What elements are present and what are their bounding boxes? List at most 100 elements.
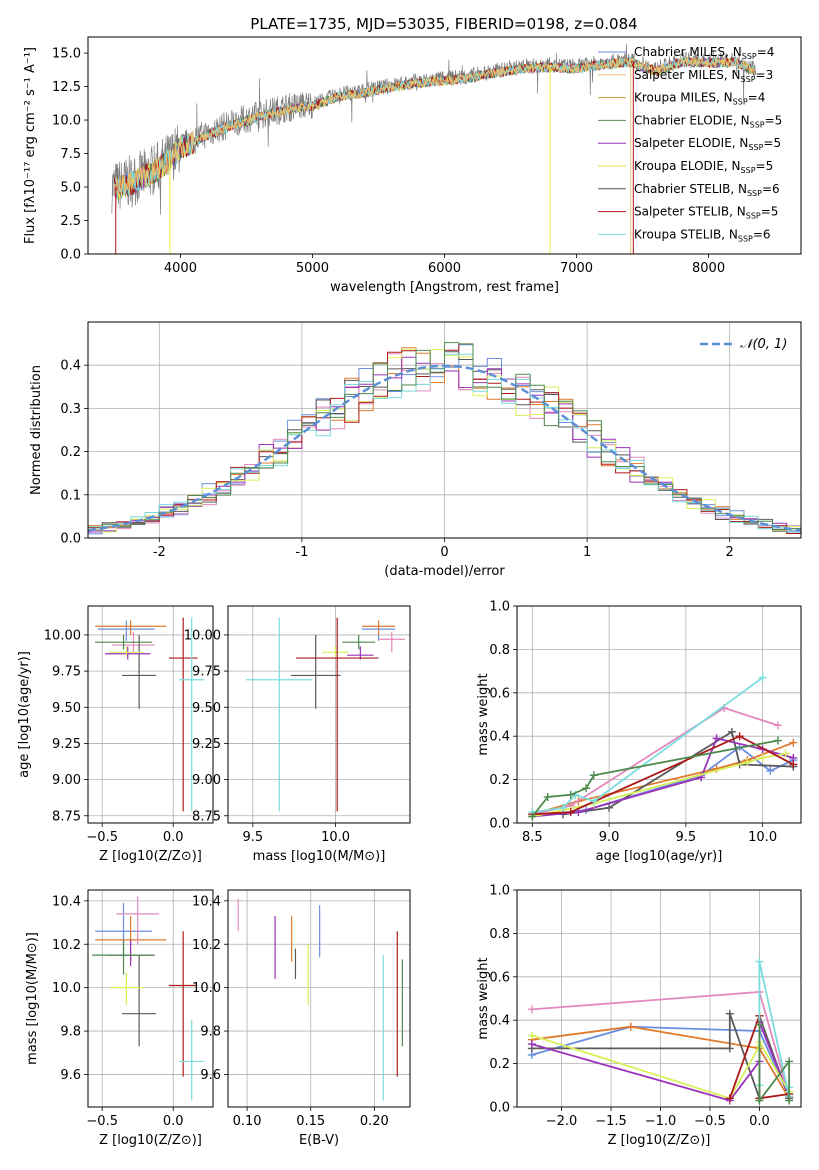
y-tick-label: 10.2 [52, 938, 81, 953]
legend-tail: =5 [761, 205, 779, 219]
y-tick-label: 9.6 [60, 1068, 81, 1083]
y-tick-label: 9.75 [192, 665, 221, 680]
x-tick-label: 0.10 [233, 1114, 262, 1129]
y-tick-label: 10.4 [52, 894, 81, 909]
x-tick-label: 9.5 [676, 830, 697, 845]
x-tick-label: 8000 [692, 261, 725, 276]
x-axis-label: Z [log10(Z/Z⊙)] [99, 1133, 202, 1148]
legend-entry: Salpeter ELODIE, NSSP=5 [634, 136, 781, 152]
mass-weight-line [532, 745, 794, 818]
plot-area-age-vs-mass [246, 617, 406, 812]
y-tick-label: 10.2 [192, 938, 221, 953]
axes-frame [227, 889, 411, 1108]
plot-area-mass-weight-vs-Z [527, 957, 794, 1105]
normal-legend-label: 𝒩(0, 1) [740, 337, 787, 352]
x-tick-label: 0.20 [360, 1114, 389, 1129]
figure-title: PLATE=1735, MJD=53035, FIBERID=0198, z=0… [250, 15, 637, 33]
x-tick-label: −0.5 [86, 1114, 118, 1129]
legend-subscript: SSP [741, 166, 756, 175]
legend-entry: Chabrier MILES, NSSP=4 [634, 45, 774, 61]
y-tick-label: 0.4 [489, 730, 510, 745]
x-tick-label: −1.0 [645, 1114, 677, 1129]
panel-mass-vs-EBV: 0.10 0.15 0.20 9.6 9.8 10.0 10.2 10.4 E(B-V) [192, 889, 411, 1148]
y-tick-label: 10.00 [44, 628, 81, 643]
axes-frame [87, 889, 214, 1108]
legend-tail: =5 [756, 159, 774, 173]
x-axis-label: E(B-V) [299, 1133, 339, 1148]
y-tick-label: 9.8 [200, 1025, 221, 1040]
mass-weight-marker [527, 1031, 536, 1040]
y-tick-label: 0.2 [60, 445, 81, 460]
mass-weight-marker [626, 1022, 635, 1031]
panel-age-vs-mass: 9.5 10.0 8.75 9.00 9.25 9.50 9.75 10.00 mass [lo… [184, 605, 411, 864]
axes-frame [87, 36, 802, 255]
y-tick-label: 5.0 [60, 181, 81, 196]
mass-weight-marker [528, 812, 537, 821]
panel-residuals: -2 -1 0 1 2 0.0 0.1 0.2 0.3 0.4 (data-model)/error… [29, 321, 802, 579]
axes-frame [87, 321, 802, 539]
y-tick-label: 0.0 [489, 1101, 510, 1116]
mass-weight-marker [758, 673, 767, 682]
legend-entry: Chabrier ELODIE, NSSP=5 [634, 113, 782, 129]
y-tick-label: 15.0 [52, 47, 81, 62]
x-tick-label: 0 [440, 545, 448, 560]
y-tick-label: 10.0 [192, 981, 221, 996]
x-tick-label: 6000 [428, 261, 461, 276]
panel-mass-weight-vs-age: 8.5 9.0 9.5 10.0 0.0 0.2 0.4 0.6 0.8 1.0 age [log1… [476, 600, 802, 864]
x-axis-label: age [log10(age/yr)] [596, 849, 723, 864]
legend-label: Chabrier ELODIE, N [634, 113, 750, 127]
y-tick-label: 9.6 [200, 1068, 221, 1083]
panel-mass-weight-vs-Z: −2.0 −1.5 −1.0 −0.5 0.0 0.0 0.2 0.4 0.6 0.8 1.0 Z [… [476, 884, 802, 1148]
panel-spectrum: 4000 5000 6000 7000 8000 0.0 2.5 5.0 7.5 10.0 12.5… [23, 36, 802, 295]
mass-weight-marker [605, 803, 614, 812]
y-tick-label: 0.6 [489, 686, 510, 701]
x-tick-label: −0.5 [86, 830, 118, 845]
mass-weight-marker [725, 1009, 734, 1018]
legend-subscript: SSP [748, 143, 763, 152]
legend-entry: Salpeter STELIB, NSSP=5 [634, 205, 778, 221]
legend-subscript: SSP [733, 98, 748, 107]
legend-subscript: SSP [750, 120, 765, 129]
y-tick-label: 0.8 [489, 927, 510, 942]
legend-entry: Kroupa STELIB, NSSP=6 [634, 227, 771, 243]
mass-weight-marker [566, 808, 575, 817]
y-tick-label: 7.5 [60, 147, 81, 162]
legend-subscript: SSP [741, 75, 756, 84]
mass-weight-marker [766, 766, 775, 775]
x-tick-label: 0.0 [163, 1114, 184, 1129]
y-axis-label: mass weight [476, 957, 491, 1039]
x-tick-label: -2 [153, 545, 166, 560]
mass-weight-marker [755, 1020, 764, 1029]
y-tick-label: 1.0 [489, 884, 510, 899]
x-axis-label: Z [log10(Z/Z⊙)] [99, 849, 202, 864]
mass-weight-marker [589, 771, 598, 780]
x-tick-label: 8.5 [522, 830, 543, 845]
x-tick-label: 9.0 [599, 830, 620, 845]
x-tick-label: -1 [295, 545, 308, 560]
mass-weight-line [532, 741, 794, 816]
y-tick-label: 0.3 [60, 402, 81, 417]
x-axis-label: (data-model)/error [384, 564, 505, 579]
legend-label: Salpeter STELIB, N [634, 205, 746, 219]
y-tick-label: 9.25 [192, 737, 221, 752]
y-tick-label: 0.0 [60, 532, 81, 547]
y-tick-label: 10.0 [52, 114, 81, 129]
legend-label: Kroupa ELODIE, N [634, 159, 741, 173]
mass-weight-marker [755, 1096, 764, 1105]
plot-area-spectrum [111, 44, 757, 254]
x-tick-label: −1.5 [595, 1114, 627, 1129]
panel-mass-vs-Z: −0.5 0.0 9.6 9.8 10.0 10.2 10.4 Z [log10(Z/Z⊙)]… [25, 889, 214, 1148]
y-tick-label: 0.2 [489, 1057, 510, 1072]
y-axis-label: Normed distribution [29, 365, 44, 495]
plot-area-mass-vs-EBV [237, 898, 403, 1101]
x-tick-label: 5000 [296, 261, 329, 276]
mass-weight-marker [773, 736, 782, 745]
y-tick-label: 0.0 [60, 248, 81, 263]
legend-tail: =6 [753, 227, 771, 241]
y-tick-label: 0.8 [489, 643, 510, 658]
y-tick-label: 10.4 [192, 894, 221, 909]
legend-tail: =4 [748, 91, 766, 105]
mass-weight-marker [527, 1040, 536, 1049]
mass-weight-marker [566, 790, 575, 799]
